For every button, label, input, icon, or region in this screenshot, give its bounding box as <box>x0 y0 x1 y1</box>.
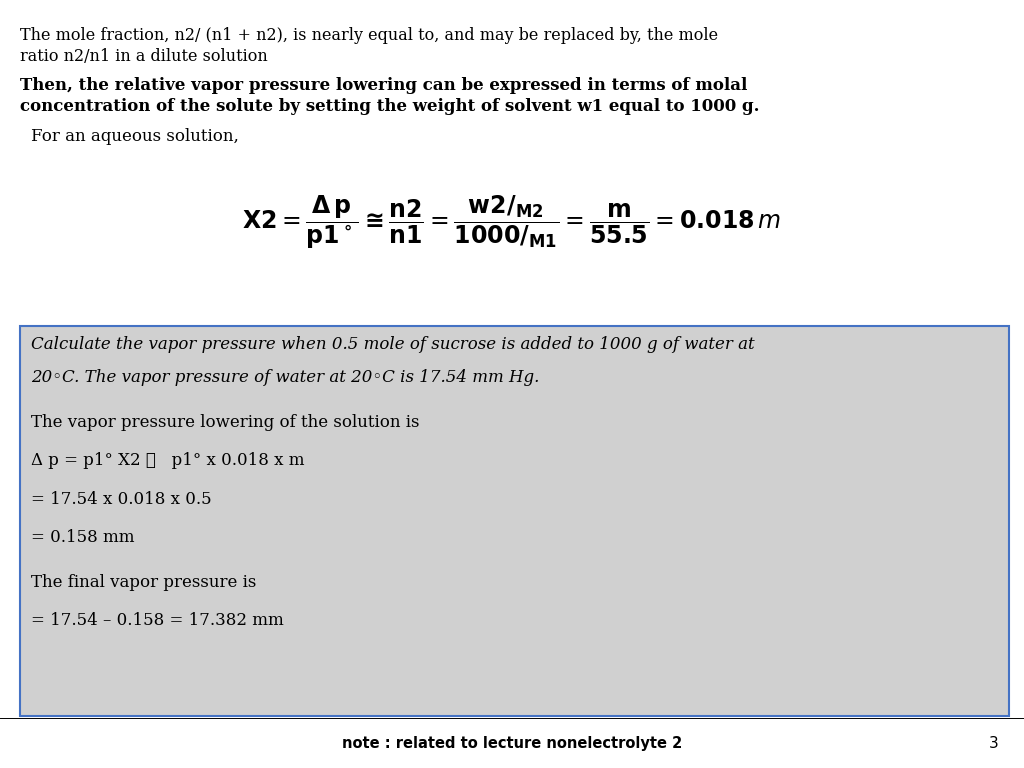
Text: = 17.54 – 0.158 = 17.382 mm: = 17.54 – 0.158 = 17.382 mm <box>31 612 284 629</box>
Text: concentration of the solute by setting the weight of solvent w1 equal to 1000 g.: concentration of the solute by setting t… <box>20 98 760 115</box>
Text: Δ p = p1° X2 ≅   p1° x 0.018 x m: Δ p = p1° X2 ≅ p1° x 0.018 x m <box>31 452 304 469</box>
Text: The vapor pressure lowering of the solution is: The vapor pressure lowering of the solut… <box>31 414 419 431</box>
Text: = 0.158 mm: = 0.158 mm <box>31 529 134 546</box>
Text: 20◦C. The vapor pressure of water at 20◦C is 17.54 mm Hg.: 20◦C. The vapor pressure of water at 20◦… <box>31 369 539 386</box>
Text: The mole fraction, n2/ (n1 + n2), is nearly equal to, and may be replaced by, th: The mole fraction, n2/ (n1 + n2), is nea… <box>20 27 719 44</box>
Text: Calculate the vapor pressure when 0.5 mole of sucrose is added to 1000 g of wate: Calculate the vapor pressure when 0.5 mo… <box>31 336 755 353</box>
Text: 3: 3 <box>988 736 998 751</box>
Text: ratio n2/n1 in a dilute solution: ratio n2/n1 in a dilute solution <box>20 48 268 65</box>
FancyBboxPatch shape <box>20 326 1009 716</box>
Text: note : related to lecture nonelectrolyte 2: note : related to lecture nonelectrolyte… <box>342 736 682 751</box>
Text: Then, the relative vapor pressure lowering can be expressed in terms of molal: Then, the relative vapor pressure loweri… <box>20 77 748 94</box>
Text: The final vapor pressure is: The final vapor pressure is <box>31 574 256 591</box>
Text: = 17.54 x 0.018 x 0.5: = 17.54 x 0.018 x 0.5 <box>31 491 211 508</box>
Text: $\mathbf{X2} = \dfrac{\mathbf{\Delta \, p}}{\mathbf{p1^\circ}} \mathbf{\cong} \d: $\mathbf{X2} = \dfrac{\mathbf{\Delta \, … <box>243 194 781 251</box>
Text: For an aqueous solution,: For an aqueous solution, <box>31 128 239 145</box>
